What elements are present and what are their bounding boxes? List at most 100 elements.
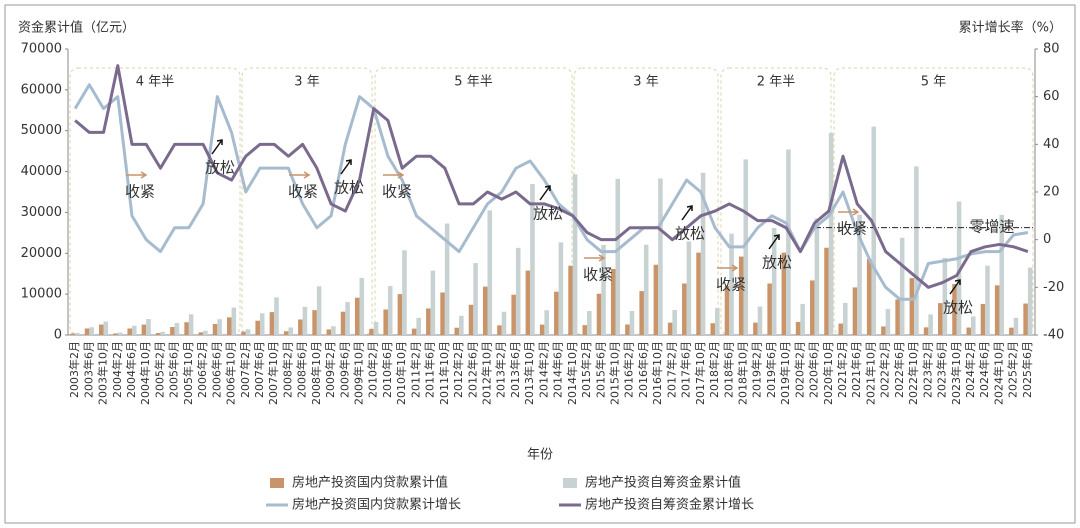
legend-label: 房地产投资自筹资金累计值 [585,475,741,491]
bar [895,299,900,335]
bar [596,293,602,335]
x-tick-label: 2005年6月 [167,341,181,398]
bar [473,263,478,335]
line [73,83,1029,301]
x-tick-label: 2010年6月 [380,341,394,398]
bar [838,323,844,335]
y-tick-label: 60000 [21,82,62,97]
bar [288,327,293,335]
x-tick-label: 2025年6月 [1020,341,1034,398]
bar [658,178,663,335]
bar [914,166,919,335]
bar [828,132,834,335]
legend-swatch [270,478,284,488]
y2-tick-label: 20 [1043,185,1060,200]
bar [601,244,606,335]
bar [255,320,260,335]
arrow [584,254,606,262]
x-tick-label: 2003年10月 [96,341,110,405]
bar [881,326,886,335]
bar [117,332,123,335]
bar [923,327,929,335]
bar [340,311,346,335]
x-tick-label: 2008年10月 [309,341,323,405]
x-tick-label: 2022年10月 [906,341,920,405]
x-tick-label: 2023年6月 [935,341,949,398]
x-tick-label: 2017年10月 [693,341,707,405]
bar [568,265,573,335]
annotation: 收紧 [288,183,318,201]
x-tick-label: 2015年2月 [579,341,593,398]
annotation: 放松 [533,205,563,223]
bar [928,314,933,335]
line [74,64,1029,289]
bar [387,286,393,335]
annotation: 收紧 [125,183,155,201]
bar [345,302,350,335]
x-tick-label: 2018年10月 [735,341,749,405]
bar [814,218,820,335]
annotation: 放松 [675,225,705,243]
x-tick-label: 2020年10月 [821,341,835,405]
bar [184,322,189,335]
phase-label: 3 年 [633,75,658,90]
bar [710,323,716,335]
bar [515,247,521,335]
bar [369,328,374,335]
bar [1009,327,1014,335]
bar [226,317,232,335]
bar [416,317,421,335]
bar [672,310,677,335]
bar [245,329,251,335]
phase-box [241,67,373,336]
bar [667,322,673,335]
bar [454,327,460,335]
x-tick-label: 2012年10月 [480,341,494,405]
bar [686,241,692,335]
y-tick-label: 10000 [21,287,62,302]
bar [729,233,734,335]
bar [146,319,151,335]
x-tick-label: 2014年6月 [551,341,565,398]
bar [753,322,758,335]
bar [497,325,502,335]
bar [629,310,635,335]
phase-label: 3 年 [294,75,319,90]
arrow [768,234,780,250]
phase-label: 5 年 [921,75,946,90]
phase-label: 2 年半 [757,75,795,90]
x-tick-label: 2015年6月 [593,341,607,398]
x-tick-label: 2023年10月 [949,341,963,405]
x-tick-label: 2015年10月 [607,341,621,405]
x-tick-label: 2009年10月 [352,341,366,405]
x-tick-label: 2021年2月 [835,341,849,398]
y-tick-label: 0 [54,328,62,343]
bar [127,328,132,335]
bar [155,333,161,335]
bar [259,313,265,335]
x-tick-label: 2016年10月 [650,341,664,405]
bar [544,310,549,335]
x-tick-label: 2006年10月 [224,341,238,405]
bar [554,291,559,335]
bar [985,265,990,335]
phase-label: 4 年半 [136,75,174,90]
x-tick-label: 2004年10月 [138,341,152,405]
x-tick-label: 2021年6月 [849,341,863,398]
x-tick-label: 2016年6月 [636,341,650,398]
legend-label: 房地产投资国内贷款累计增长 [292,497,461,513]
bar [952,284,957,335]
bar [1023,303,1028,335]
annotation: 收紧 [382,183,412,201]
x-tick-label: 2005年10月 [181,341,195,405]
y-tick-label: 50000 [21,123,62,138]
x-tick-label: 2013年2月 [494,341,508,398]
bar [217,319,222,335]
bar [582,325,588,335]
bar [298,319,303,335]
x-tick-label: 2007年2月 [238,341,252,398]
arrow [949,279,961,295]
annotation: 零增速 [969,218,1014,236]
annotation: 收紧 [716,276,746,294]
